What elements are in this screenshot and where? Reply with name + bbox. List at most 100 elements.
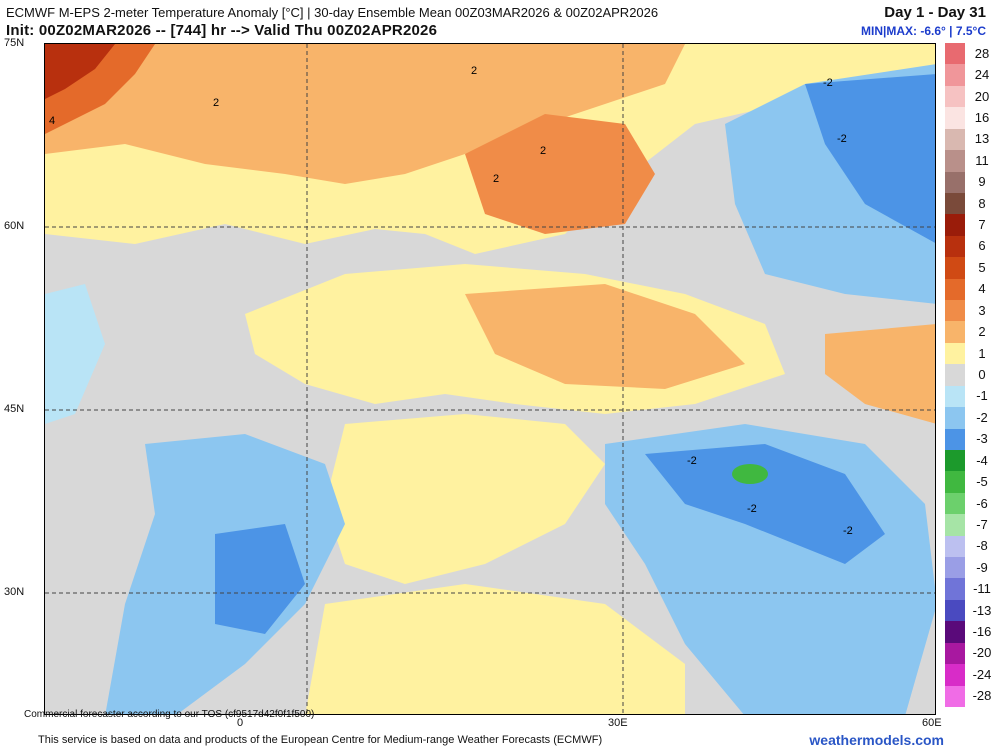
colorbar-label: 6: [978, 238, 986, 254]
colorbar-swatch: [945, 492, 965, 515]
contour-label: -2: [747, 503, 757, 515]
colorbar-label: 24: [974, 67, 990, 83]
colorbar-swatch: [945, 578, 965, 601]
colorbar-swatch: [945, 342, 965, 365]
cold-anomaly-morocco-core: [215, 524, 305, 634]
colorbar-label: 5: [978, 259, 986, 275]
colorbar-label: 4: [978, 281, 986, 297]
colorbar-label: 0: [978, 367, 986, 382]
strong-cold-anomaly-caucasus: [732, 464, 768, 484]
colorbar-label: 2: [978, 324, 986, 340]
warm-anomaly-greenland-core: [45, 44, 115, 99]
colorbar-swatch: [945, 300, 965, 322]
colorbar-swatch: [945, 257, 965, 280]
colorbar-label: -16: [972, 624, 992, 640]
contour-label: -2: [823, 77, 833, 89]
colorbar-swatch: [945, 128, 965, 151]
colorbar-swatch: [945, 364, 965, 387]
colorbar-swatch: [945, 471, 965, 494]
colorbar-label: 13: [974, 131, 990, 147]
colorbar-swatch: [945, 214, 965, 237]
contour-label: 2: [471, 65, 477, 77]
colorbar-label: 3: [978, 302, 986, 318]
lat-label: 75N: [4, 37, 25, 49]
cold-anomaly-anatolia-core: [645, 444, 885, 564]
colorbar-swatch: [945, 107, 965, 130]
colorbar-swatch: [945, 64, 965, 87]
colorbar-swatch: [945, 150, 965, 172]
colorbar-label: 20: [974, 88, 990, 104]
colorbar-label: 7: [978, 217, 986, 233]
min-max-readout: MIN|MAX: -6.6° | 7.5°C: [861, 24, 986, 38]
map-canvas: 2 2 4 2 2 -2 -2 -2 -2 -2: [45, 44, 935, 714]
colorbar-label: -5: [976, 474, 988, 490]
lat-label: 30N: [4, 586, 25, 598]
warm-anomaly-mediterranean: [325, 414, 605, 584]
tos-note: Commercial forecaster according to our T…: [24, 709, 315, 720]
colorbar-swatch: [945, 385, 965, 408]
ecmwf-attribution: This service is based on data and produc…: [38, 734, 603, 746]
site-link[interactable]: weathermodels.com: [809, 732, 944, 748]
colorbar-swatch: [945, 449, 965, 472]
colorbar-swatch: [945, 43, 965, 65]
colorbar: [945, 43, 965, 708]
colorbar-swatch: [945, 192, 965, 215]
colorbar-swatch: [945, 407, 965, 430]
lon-label: 30E: [608, 717, 628, 729]
colorbar-label: 1: [978, 345, 986, 361]
colorbar-swatch: [945, 85, 965, 108]
colorbar-label: 16: [974, 109, 990, 125]
warm-anomaly-sahara: [305, 584, 685, 714]
colorbar-swatch: [945, 621, 965, 644]
colorbar-label: -2: [976, 409, 988, 425]
lon-label: 0: [237, 717, 244, 729]
anomaly-map: 2 2 4 2 2 -2 -2 -2 -2 -2: [44, 43, 936, 715]
contour-label: 2: [493, 173, 499, 185]
colorbar-label: 11: [975, 152, 989, 168]
colorbar-swatch: [945, 535, 965, 558]
colorbar-label: 8: [978, 195, 986, 211]
colorbar-swatch: [945, 557, 965, 579]
colorbar-swatch: [945, 278, 965, 301]
colorbar-label: -1: [976, 388, 988, 404]
colorbar-label: -7: [976, 516, 988, 532]
colorbar-swatch: [945, 514, 965, 537]
cool-anomaly-atlantic: [45, 284, 105, 424]
lat-label: 60N: [4, 220, 25, 232]
colorbar-swatch: [945, 171, 965, 194]
contour-label: -2: [687, 455, 697, 467]
colorbar-label: -28: [972, 688, 992, 704]
cold-anomaly-russia-core: [805, 74, 935, 243]
contour-label: 2: [540, 145, 546, 157]
colorbar-label: -13: [972, 602, 992, 618]
map-title: ECMWF M-EPS 2-meter Temperature Anomaly …: [6, 5, 659, 20]
colorbar-label: -8: [976, 538, 988, 554]
colorbar-swatch: [945, 321, 965, 344]
colorbar-label: 28: [974, 45, 990, 61]
colorbar-label: -6: [976, 495, 988, 511]
lat-label: 45N: [4, 403, 25, 415]
lon-label: 60E: [922, 717, 942, 729]
colorbar-swatch: [945, 685, 965, 708]
colorbar-swatch: [945, 664, 965, 687]
colorbar-swatch: [945, 642, 965, 665]
contour-label: -2: [837, 133, 847, 145]
init-valid-line: Init: 00Z02MAR2026 -- [744] hr --> Valid…: [6, 22, 438, 39]
day-range: Day 1 - Day 31: [884, 4, 986, 21]
colorbar-swatch: [945, 428, 965, 451]
contour-label: -2: [843, 525, 853, 537]
colorbar-swatch: [945, 599, 965, 622]
colorbar-label: -3: [976, 431, 988, 447]
colorbar-label: -20: [972, 645, 992, 661]
contour-label: 4: [49, 115, 55, 127]
colorbar-label: -9: [976, 559, 988, 575]
warm-anomaly-north-2: [45, 44, 685, 184]
colorbar-label: -11: [973, 581, 991, 597]
warm-anomaly-caspian: [825, 324, 935, 424]
colorbar-label: -4: [976, 452, 988, 468]
colorbar-label: -24: [972, 666, 992, 682]
colorbar-swatch: [945, 235, 965, 258]
contour-label: 2: [213, 97, 219, 109]
colorbar-label: 9: [978, 174, 986, 190]
warm-anomaly-poland-ukraine: [465, 284, 745, 389]
